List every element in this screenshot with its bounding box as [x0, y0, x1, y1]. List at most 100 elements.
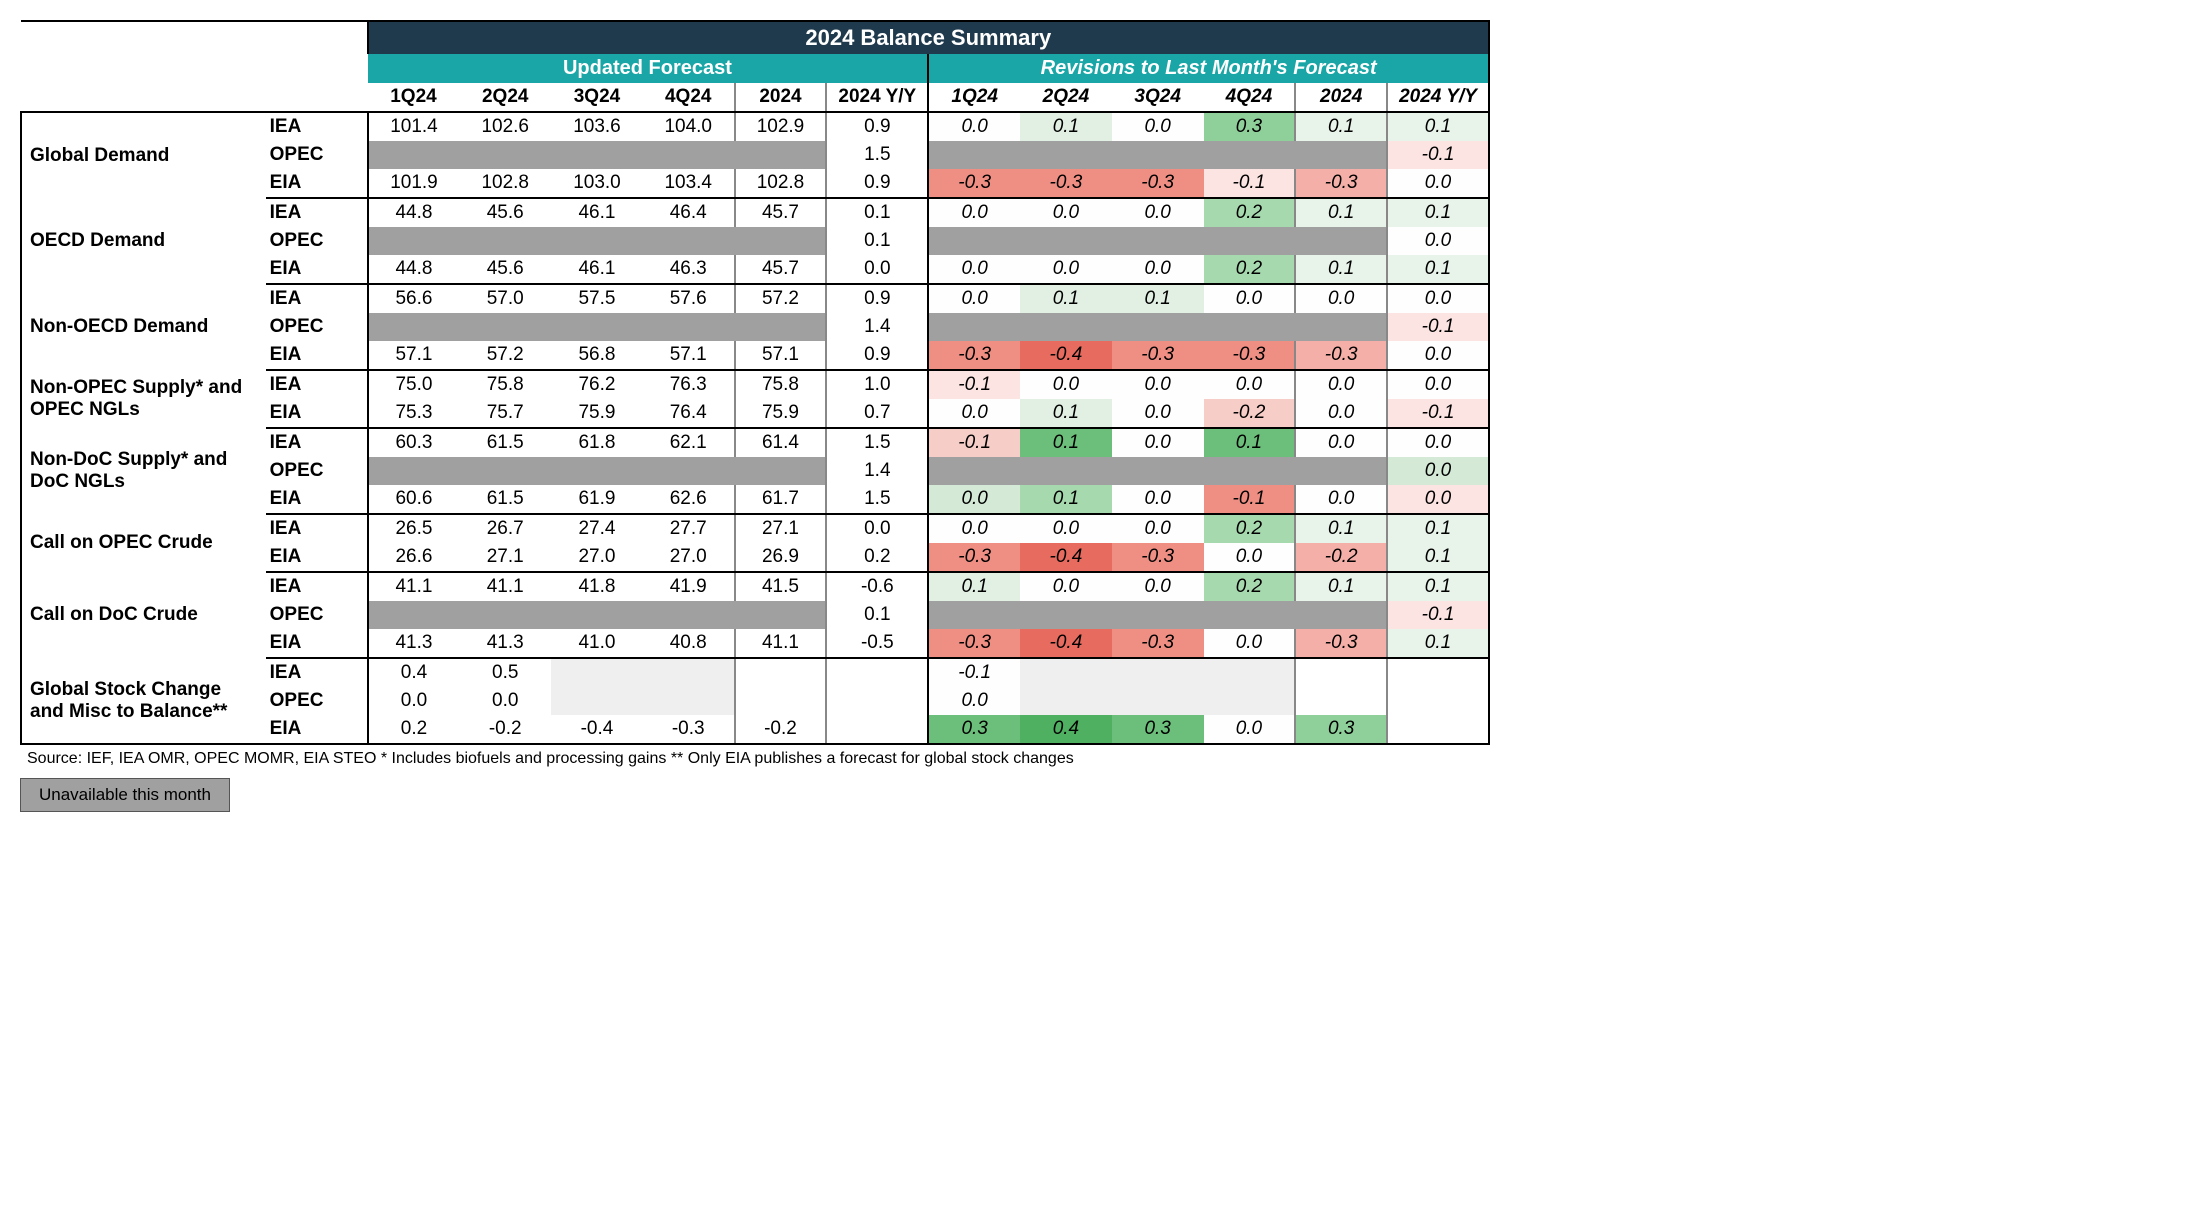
- agency-label: OPEC: [266, 601, 368, 629]
- forecast-cell: 1.5: [826, 428, 928, 457]
- revision-cell: -0.3: [1112, 169, 1204, 198]
- forecast-cell: -0.3: [643, 715, 735, 744]
- forecast-cell: 0.1: [826, 601, 928, 629]
- col-header: 3Q24: [1112, 83, 1204, 112]
- revision-cell: 0.4: [1020, 715, 1112, 744]
- forecast-cell: 76.3: [643, 370, 735, 399]
- forecast-cell: 0.2: [368, 715, 460, 744]
- forecast-cell: 57.2: [735, 284, 827, 313]
- revision-cell: -0.1: [1387, 601, 1489, 629]
- unavailable-cell: [1020, 687, 1112, 715]
- revision-cell: 0.0: [1204, 370, 1296, 399]
- forecast-cell: 57.1: [643, 341, 735, 370]
- revision-cell: 0.0: [928, 399, 1020, 428]
- forecast-cell: 27.1: [735, 514, 827, 543]
- col-header: 2024 Y/Y: [1387, 83, 1489, 112]
- revision-cell: 0.0: [1387, 284, 1489, 313]
- forecast-cell: 46.3: [643, 255, 735, 284]
- unavailable-cell: [551, 687, 643, 715]
- revision-cell: 0.0: [928, 687, 1020, 715]
- revision-cell: 0.1: [1020, 112, 1112, 141]
- row-group-label: Call on DoC Crude: [21, 572, 266, 658]
- forecast-cell: 26.7: [459, 514, 551, 543]
- revision-cell: -0.4: [1020, 341, 1112, 370]
- forecast-cell: 45.6: [459, 255, 551, 284]
- unavailable-cell: [368, 457, 827, 485]
- forecast-cell: 46.1: [551, 255, 643, 284]
- revision-cell: 0.0: [928, 198, 1020, 227]
- col-header: 2024: [1295, 83, 1387, 112]
- agency-label: IEA: [266, 428, 368, 457]
- forecast-cell: 104.0: [643, 112, 735, 141]
- forecast-cell: 76.2: [551, 370, 643, 399]
- revision-cell: -0.1: [1387, 141, 1489, 169]
- forecast-cell: 102.8: [735, 169, 827, 198]
- agency-label: IEA: [266, 112, 368, 141]
- revision-cell: -0.2: [1204, 399, 1296, 428]
- revision-cell: 0.1: [1204, 428, 1296, 457]
- revision-cell: 0.0: [1020, 572, 1112, 601]
- revision-cell: [1387, 658, 1489, 687]
- revision-cell: -0.3: [1295, 629, 1387, 658]
- forecast-cell: [735, 687, 827, 715]
- revision-cell: 0.0: [1387, 457, 1489, 485]
- forecast-cell: 75.7: [459, 399, 551, 428]
- forecast-cell: 60.3: [368, 428, 460, 457]
- forecast-cell: 103.4: [643, 169, 735, 198]
- revision-cell: -0.3: [928, 341, 1020, 370]
- forecast-cell: 41.1: [735, 629, 827, 658]
- row-group-label: Call on OPEC Crude: [21, 514, 266, 572]
- revision-cell: -0.3: [1295, 341, 1387, 370]
- forecast-cell: 27.0: [551, 543, 643, 572]
- revision-cell: 0.1: [1295, 572, 1387, 601]
- agency-label: OPEC: [266, 141, 368, 169]
- forecast-cell: 57.6: [643, 284, 735, 313]
- forecast-cell: -0.5: [826, 629, 928, 658]
- forecast-cell: 62.6: [643, 485, 735, 514]
- revision-cell: 0.0: [928, 485, 1020, 514]
- revision-cell: 0.0: [1387, 169, 1489, 198]
- revision-cell: 0.2: [1204, 255, 1296, 284]
- legend-unavailable: Unavailable this month: [20, 778, 230, 812]
- forecast-cell: 102.9: [735, 112, 827, 141]
- col-header: 2024: [735, 83, 827, 112]
- forecast-cell: 0.5: [459, 658, 551, 687]
- revision-cell: 0.0: [1387, 370, 1489, 399]
- forecast-cell: 41.3: [368, 629, 460, 658]
- revision-cell: 0.1: [1295, 198, 1387, 227]
- forecast-cell: 27.1: [459, 543, 551, 572]
- revision-cell: -0.3: [1295, 169, 1387, 198]
- revision-cell: 0.0: [1020, 514, 1112, 543]
- revision-cell: 0.0: [1020, 198, 1112, 227]
- unavailable-cell: [928, 227, 1387, 255]
- forecast-cell: 57.2: [459, 341, 551, 370]
- row-group-label: Global Demand: [21, 112, 266, 198]
- forecast-cell: -0.2: [459, 715, 551, 744]
- revision-cell: -0.3: [1112, 629, 1204, 658]
- revision-cell: 0.0: [1112, 255, 1204, 284]
- revision-cell: 0.0: [1112, 485, 1204, 514]
- revision-cell: 0.3: [928, 715, 1020, 744]
- forecast-cell: 26.9: [735, 543, 827, 572]
- forecast-cell: 27.4: [551, 514, 643, 543]
- col-header: 1Q24: [928, 83, 1020, 112]
- revision-cell: 0.1: [928, 572, 1020, 601]
- source-note: Source: IEF, IEA OMR, OPEC MOMR, EIA STE…: [21, 744, 1489, 772]
- revision-cell: 0.0: [1387, 341, 1489, 370]
- revision-cell: 0.1: [1387, 255, 1489, 284]
- revision-cell: 0.0: [1387, 485, 1489, 514]
- revision-cell: 0.0: [1020, 255, 1112, 284]
- revision-cell: 0.1: [1295, 255, 1387, 284]
- revision-cell: 0.1: [1387, 543, 1489, 572]
- revision-cell: 0.0: [928, 284, 1020, 313]
- col-header: 2Q24: [1020, 83, 1112, 112]
- forecast-cell: 45.6: [459, 198, 551, 227]
- agency-label: OPEC: [266, 313, 368, 341]
- forecast-cell: 61.4: [735, 428, 827, 457]
- revision-cell: 0.0: [1295, 399, 1387, 428]
- forecast-cell: -0.4: [551, 715, 643, 744]
- revision-cell: -0.2: [1295, 543, 1387, 572]
- row-group-label: Non-OPEC Supply* and OPEC NGLs: [21, 370, 266, 428]
- agency-label: IEA: [266, 658, 368, 687]
- unavailable-cell: [1112, 658, 1204, 687]
